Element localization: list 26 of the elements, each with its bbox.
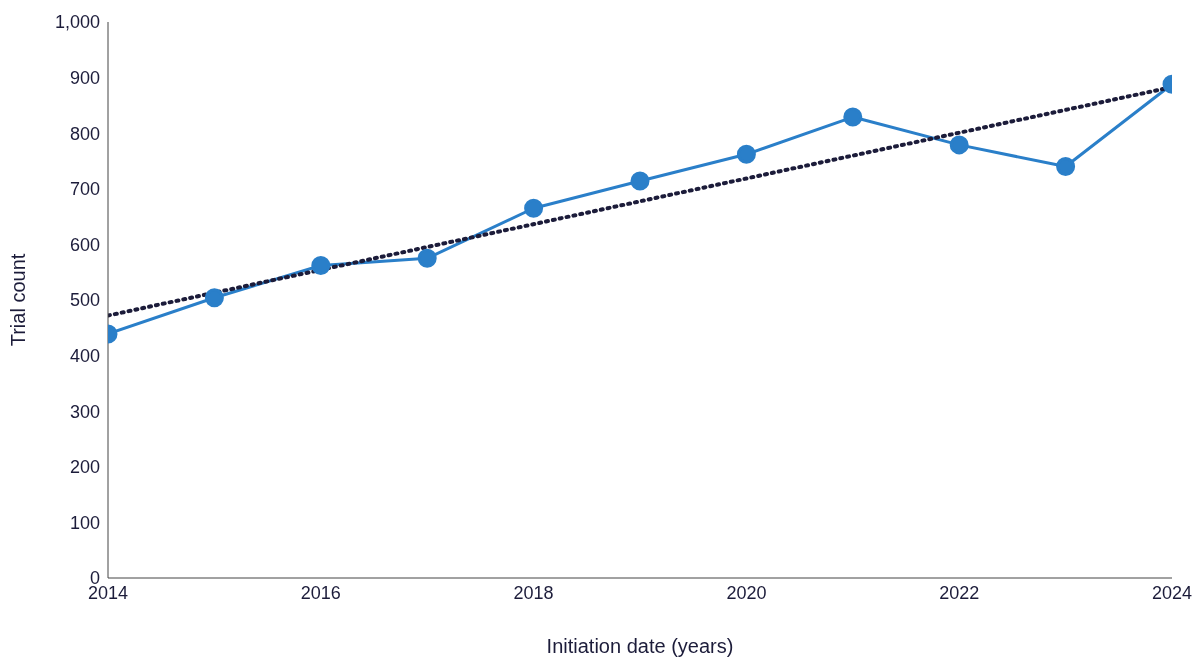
x-tick-label: 2018 bbox=[513, 582, 554, 603]
point bbox=[417, 248, 437, 268]
x-tick-label: 2022 bbox=[939, 582, 980, 603]
x-tick-label: 2020 bbox=[726, 582, 767, 603]
x-axis-title: Initiation date (years) bbox=[546, 635, 734, 657]
point bbox=[524, 198, 544, 218]
y-tick-label: 700 bbox=[69, 179, 100, 200]
point bbox=[311, 256, 331, 276]
y-tick-label: 400 bbox=[69, 345, 100, 366]
x-tick-label: 2024 bbox=[1151, 582, 1193, 603]
point bbox=[843, 107, 863, 127]
y-tick-label: 1,000 bbox=[54, 12, 100, 33]
y-tick-label: 500 bbox=[69, 290, 100, 311]
y-tick-label: 300 bbox=[69, 401, 100, 422]
y-tick-label: 100 bbox=[69, 512, 100, 533]
y-axis-title: Trial count bbox=[7, 253, 30, 347]
point bbox=[630, 171, 650, 191]
y-tick-label: 200 bbox=[69, 457, 100, 478]
y-tick-label: 600 bbox=[69, 234, 100, 255]
point bbox=[736, 144, 756, 164]
y-tick-label: 800 bbox=[69, 123, 100, 144]
point bbox=[204, 288, 224, 308]
y-tick-label: 900 bbox=[69, 67, 100, 88]
point bbox=[949, 135, 969, 155]
x-tick-label: 2016 bbox=[300, 582, 341, 603]
point bbox=[1056, 157, 1076, 177]
